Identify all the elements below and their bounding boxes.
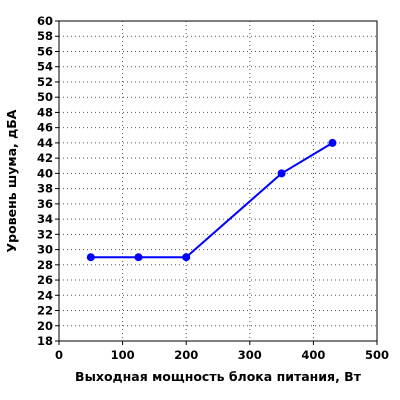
grid-lines (59, 21, 377, 341)
series-line (90, 142, 333, 259)
x-tick-label: 500 (365, 348, 389, 362)
y-tick-label: 38 (37, 182, 53, 196)
y-tick-label: 58 (37, 29, 53, 43)
y-tick-label: 22 (37, 304, 53, 318)
y-tick-label: 50 (37, 90, 53, 104)
x-axis-title: Выходная мощность блока питания, Вт (75, 369, 362, 384)
y-tick-label: 42 (37, 151, 53, 165)
y-tick-label: 36 (37, 197, 53, 211)
y-tick-label: 24 (37, 288, 53, 302)
y-tick-label: 34 (37, 212, 53, 226)
x-tick-label: 200 (174, 348, 198, 362)
data-point (86, 253, 95, 262)
data-point (182, 253, 191, 262)
y-tick-label: 48 (37, 105, 53, 119)
x-tick-label: 400 (301, 348, 325, 362)
x-tick-label: 0 (55, 348, 63, 362)
series-group (86, 138, 337, 262)
data-point (134, 253, 143, 262)
y-tick-label: 54 (37, 60, 53, 74)
y-tick-label: 56 (37, 44, 53, 58)
y-tick-label: 26 (37, 273, 53, 287)
y-tick-label: 60 (37, 14, 53, 28)
data-point (328, 138, 337, 147)
y-tick-label: 52 (37, 75, 53, 89)
y-tick-label: 30 (37, 243, 53, 257)
x-axis-ticks: 0 100 200 300 400 500 (55, 341, 389, 362)
plot-area-frame (58, 20, 378, 342)
y-tick-label: 40 (37, 166, 53, 180)
x-tick-label: 100 (111, 348, 135, 362)
data-point (277, 169, 286, 178)
y-tick-label: 44 (37, 136, 53, 150)
y-tick-label: 46 (37, 121, 53, 135)
y-tick-label: 32 (37, 227, 53, 241)
x-tick-label: 300 (238, 348, 262, 362)
y-tick-label: 20 (37, 319, 53, 333)
y-axis-title: Уровень шума, дБА (4, 109, 19, 252)
y-tick-label: 18 (37, 334, 53, 348)
y-tick-label: 28 (37, 258, 53, 272)
